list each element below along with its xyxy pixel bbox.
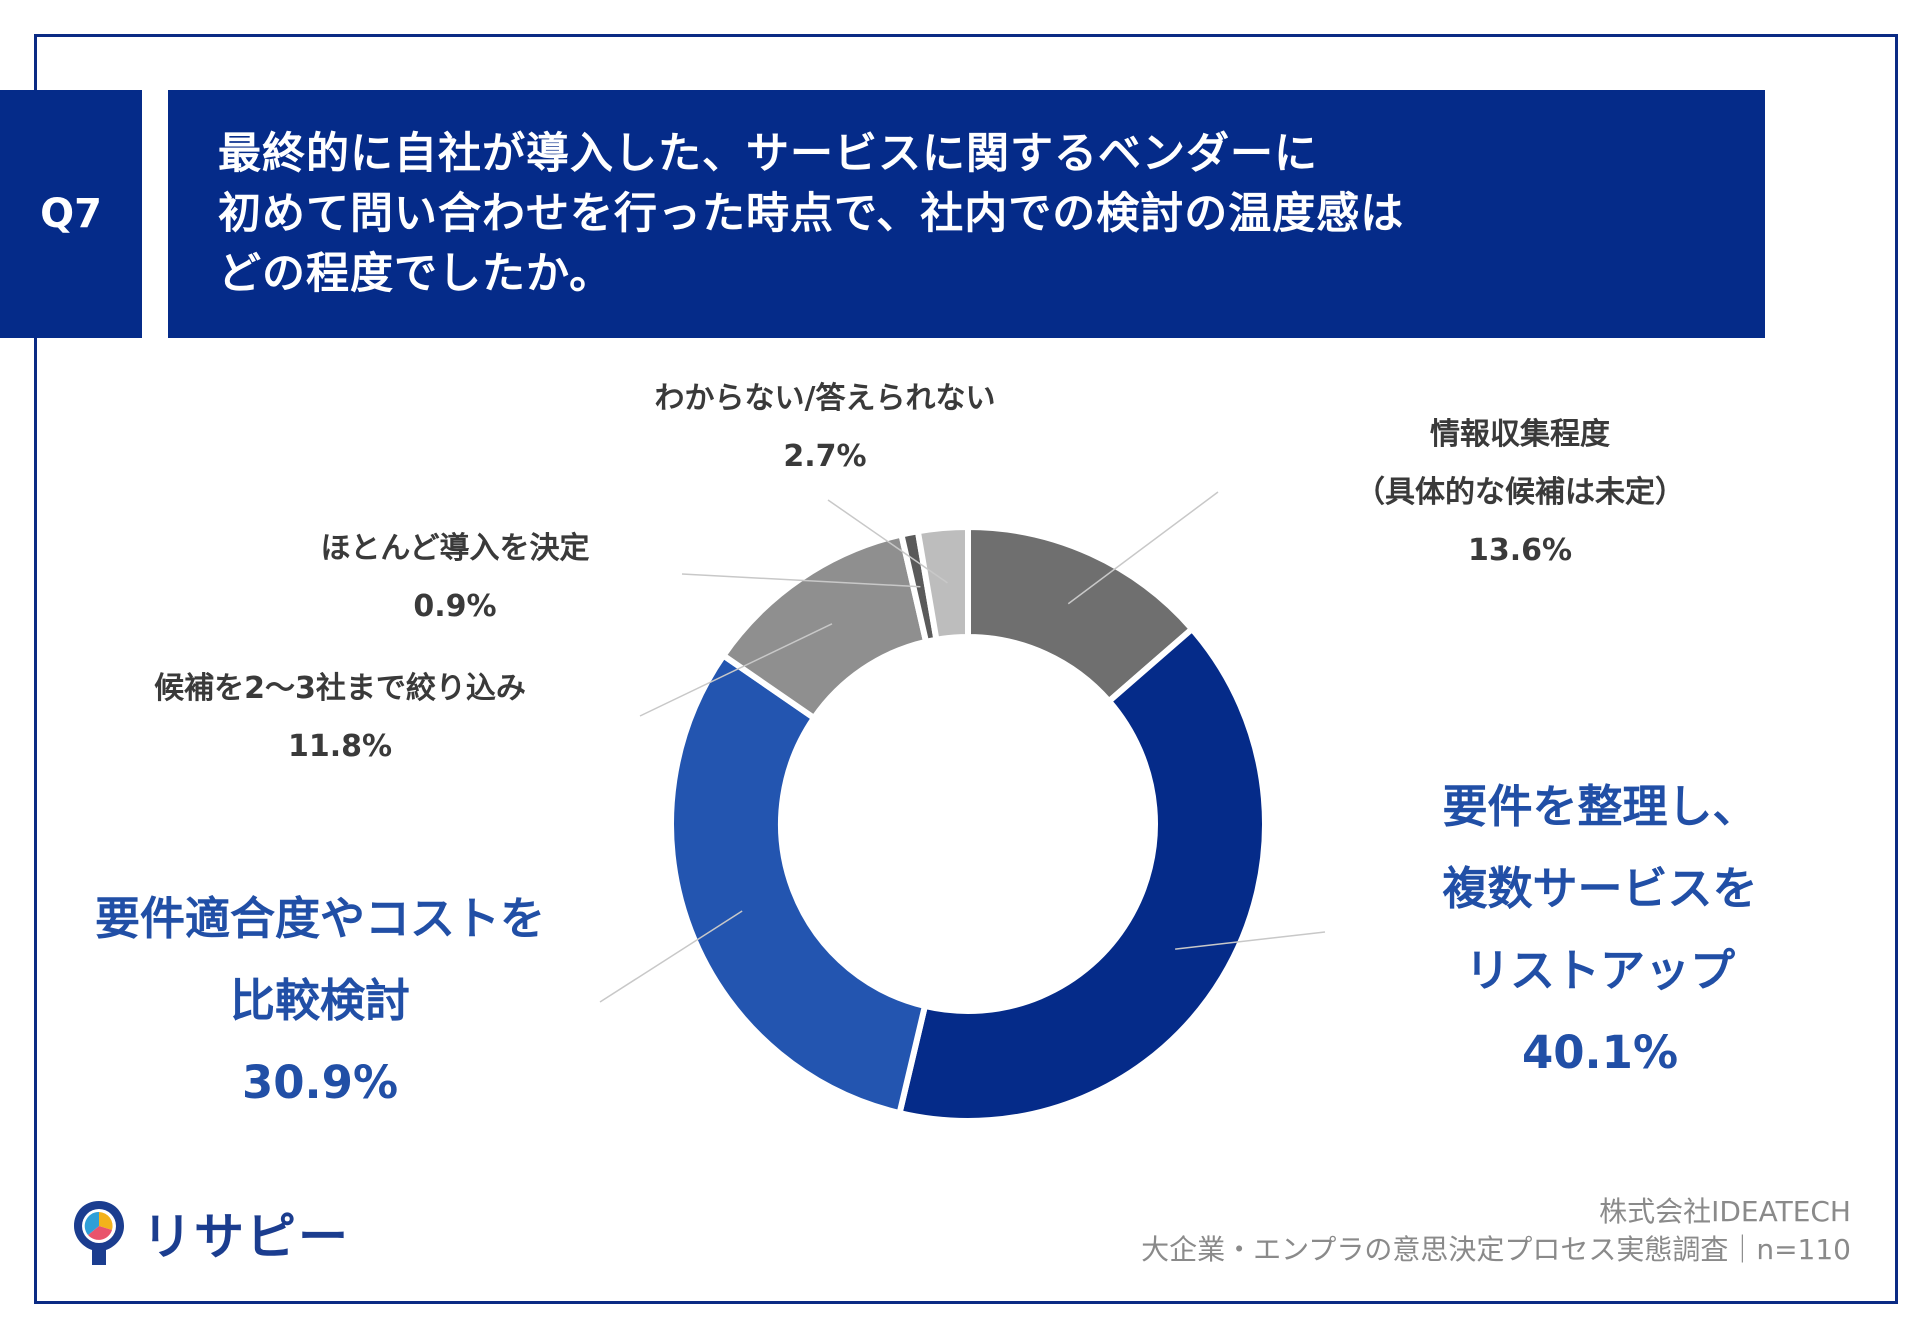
label-compare: 要件適合度やコストを 比較検討 30.9% xyxy=(60,878,580,1124)
brand-logo: リサピー xyxy=(70,1197,350,1269)
label-almost-decided-line-1: ほとんど導入を決定 xyxy=(320,531,590,566)
question-line-3: どの程度でしたか。 xyxy=(218,249,614,299)
credit-block: 株式会社IDEATECH 大企業・エンプラの意思決定プロセス実態調査｜n=110 xyxy=(1141,1193,1851,1269)
leader-compare xyxy=(599,910,743,1003)
label-unknown-value: 2.7% xyxy=(783,439,867,474)
leader-narrow-down xyxy=(639,623,833,717)
question-line-1: 最終的に自社が導入した、サービスに関するベンダーに xyxy=(218,129,1318,179)
leader-unknown xyxy=(827,499,948,584)
leader-almost-decided xyxy=(681,573,921,588)
label-info-gathering: 情報収集程度 （具体的な候補は未定） 13.6% xyxy=(1330,406,1710,580)
label-almost-decided: ほとんど導入を決定 0.9% xyxy=(290,520,620,636)
label-list-up: 要件を整理し、 複数サービスを リストアップ 40.1% xyxy=(1390,766,1810,1094)
question-line-2: 初めて問い合わせを行った時点で、社内での検討の温度感は xyxy=(218,189,1405,239)
label-compare-line-1: 要件適合度やコストを xyxy=(94,892,545,945)
label-narrow-down: 候補を2〜3社まで絞り込み 11.8% xyxy=(130,660,550,776)
label-info-gathering-value: 13.6% xyxy=(1467,533,1573,568)
label-info-gathering-line-2: （具体的な候補は未定） xyxy=(1355,475,1685,510)
slide-frame xyxy=(34,34,1898,1304)
label-info-gathering-line-1: 情報収集程度 xyxy=(1430,417,1610,452)
label-list-up-line-1: 要件を整理し、 xyxy=(1442,780,1758,833)
label-list-up-line-3: リストアップ xyxy=(1464,944,1735,997)
slice-compare xyxy=(668,651,929,1117)
leader-list-up xyxy=(1175,931,1326,950)
credit-survey: 大企業・エンプラの意思決定プロセス実態調査｜n=110 xyxy=(1141,1233,1851,1266)
logo-pin-icon xyxy=(74,1201,124,1265)
label-unknown-line-1: わからない/答えられない xyxy=(654,381,996,416)
label-compare-line-2: 比較検討 xyxy=(229,974,410,1027)
label-list-up-line-2: 複数サービスを xyxy=(1442,862,1758,915)
label-narrow-down-value: 11.8% xyxy=(287,729,393,764)
slice-list-up xyxy=(895,624,1268,1124)
logo-text: リサピー xyxy=(142,1208,350,1266)
credit-company: 株式会社IDEATECH xyxy=(1599,1195,1851,1228)
question-box: 最終的に自社が導入した、サービスに関するベンダーに 初めて問い合わせを行った時点… xyxy=(168,90,1765,338)
slice-unknown xyxy=(914,523,971,644)
question-badge: Q7 xyxy=(0,90,142,338)
label-narrow-down-line-1: 候補を2〜3社まで絞り込み xyxy=(154,671,526,706)
label-almost-decided-value: 0.9% xyxy=(413,589,497,624)
label-list-up-value: 40.1% xyxy=(1521,1026,1679,1079)
leader-info-gathering xyxy=(1067,491,1219,605)
label-compare-value: 30.9% xyxy=(241,1056,399,1109)
label-unknown: わからない/答えられない 2.7% xyxy=(615,370,1035,486)
